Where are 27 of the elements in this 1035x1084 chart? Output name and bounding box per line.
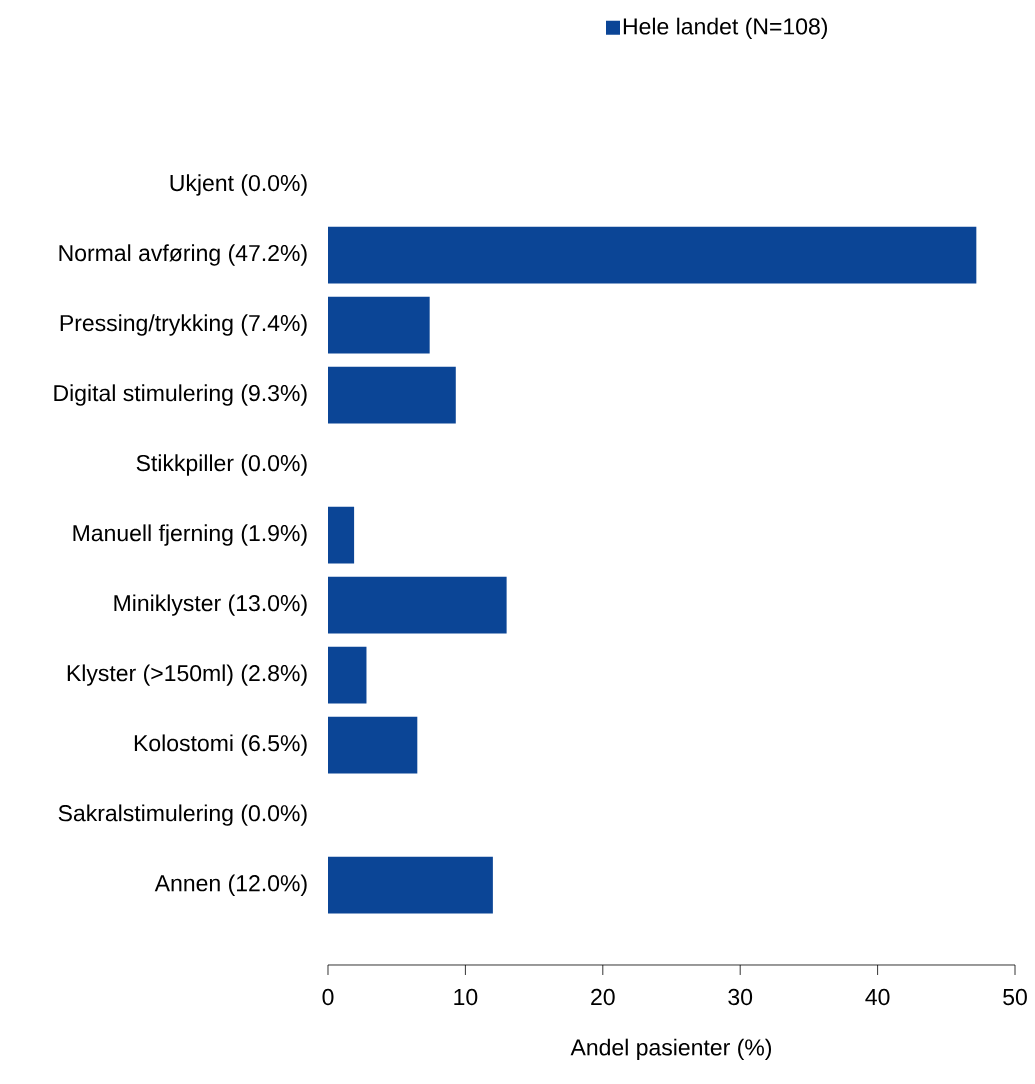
bar (327, 226, 977, 284)
bar (327, 716, 418, 774)
y-tick-label: Manuell fjerning (1.9%) (73, 524, 307, 546)
y-tick-label: Normal avføring (47.2%) (59, 244, 307, 266)
bar (327, 856, 493, 914)
legend-label: Hele landet (N=108) (623, 17, 827, 40)
y-tick-label: Pressing/trykking (7.4%) (60, 314, 307, 336)
x-tick-label: 50 (1002, 988, 1027, 1006)
bar (327, 576, 507, 634)
x-tick-label: 10 (454, 988, 478, 1006)
x-axis-title: Andel pasienter (%) (570, 1038, 771, 1061)
bar (327, 646, 367, 704)
bar (327, 296, 430, 354)
y-tick-label: Klyster (>150ml) (2.8%) (67, 664, 307, 686)
y-tick-label: Kolostomi (6.5%) (134, 734, 307, 756)
y-tick-label: Annen (12.0%) (154, 874, 307, 896)
x-tick-label: 30 (728, 988, 752, 1006)
y-tick-label: Ukjent (0.0%) (170, 174, 307, 196)
x-tick-label: 40 (865, 988, 890, 1006)
bar (327, 506, 354, 564)
y-tick-label: Miniklyster (13.0%) (114, 594, 307, 616)
y-tick-label: Stikkpiller (0.0%) (136, 454, 307, 476)
bar (327, 366, 456, 424)
x-tick-label: 20 (590, 988, 615, 1006)
y-tick-label: Digital stimulering (9.3%) (54, 384, 307, 406)
x-tick-label: 0 (322, 988, 334, 1006)
y-tick-label: Sakralstimulering (0.0%) (58, 804, 307, 826)
